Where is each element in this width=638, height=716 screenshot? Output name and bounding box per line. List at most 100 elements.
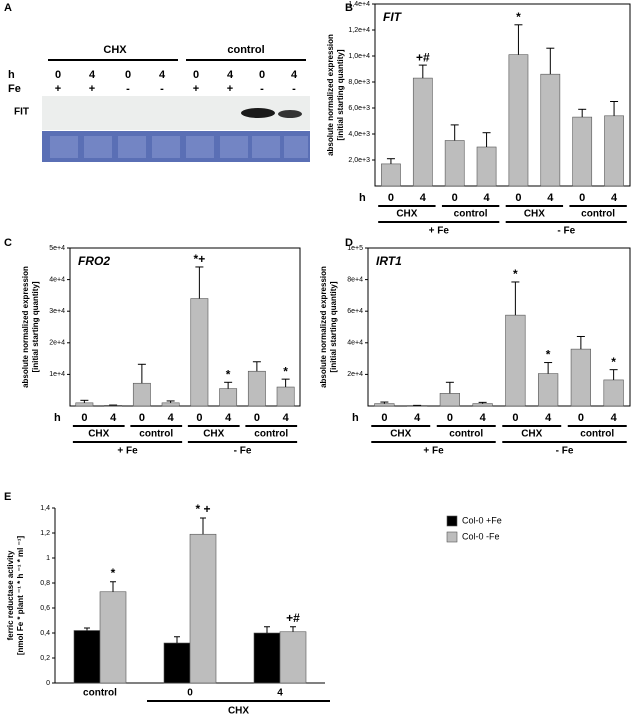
lane-hour: 0 [55, 69, 61, 81]
y-tick-label: 1,2e+4 [348, 27, 370, 34]
x-tick-label: 0 [512, 412, 518, 424]
lane-fe: + [193, 83, 199, 95]
treatment-label: CHX [396, 209, 417, 220]
x-tick-label: 4 [484, 192, 491, 204]
x-tick-label: 0 [578, 412, 584, 424]
treatment-label: control [449, 429, 483, 440]
y-axis-label: absolute normalized expression [319, 266, 328, 388]
treatment-label: CHX [390, 429, 411, 440]
plot-frame [367, 247, 631, 407]
bar [444, 140, 465, 187]
y-tick-label: 0,2 [40, 655, 50, 662]
lane-fe: + [55, 83, 61, 95]
annotation: +# [286, 611, 300, 625]
group-label: CHX [103, 44, 127, 56]
y-tick-label: 4e+4 [49, 276, 65, 283]
lane-hour: 4 [89, 69, 96, 81]
lane-fe: - [126, 83, 130, 95]
treatment-label: CHX [88, 429, 109, 440]
y-tick-label: 6,0e+3 [348, 105, 370, 112]
x-tick-label: 0 [254, 412, 260, 424]
lane-fe: - [260, 83, 264, 95]
x-tick-label: 0 [139, 412, 145, 424]
y-axis-label: [initial starting quantity] [31, 281, 40, 372]
band [278, 110, 302, 118]
panel-letter: B [345, 2, 353, 14]
bar [572, 116, 593, 187]
chart-title: FRO2 [78, 254, 110, 268]
lane-hour: 0 [125, 69, 131, 81]
x-tick-label: 4 [480, 412, 487, 424]
y-tick-label: 4,0e+3 [348, 131, 370, 138]
y-tick-label: 1e+5 [347, 245, 363, 252]
y-axis-label: [initial starting quantity] [336, 49, 345, 140]
y-tick-label: 8,0e+3 [348, 79, 370, 86]
y-tick-label: 0,6 [40, 605, 50, 612]
y-axis-label: [initial starting quantity] [329, 281, 338, 372]
lane-stain [84, 136, 112, 158]
x-tick-label: 0 [81, 412, 87, 424]
condition-label: - Fe [234, 446, 252, 457]
x-tick-label: 4 [283, 412, 290, 424]
x-tick-label: 0 [381, 412, 387, 424]
fe-label: Fe [8, 83, 21, 95]
annotation: * + [195, 502, 210, 516]
y-axis-label: ferric reductase activity [6, 550, 15, 640]
y-tick-label: 1e+4 [49, 371, 65, 378]
y-tick-label: 0 [46, 680, 50, 687]
x-tick-label: 4 [611, 192, 618, 204]
y-tick-label: 0,4 [40, 630, 50, 637]
y-tick-label: 6e+4 [347, 308, 363, 315]
y-tick-label: 1 [46, 555, 50, 562]
condition-label: - Fe [557, 226, 575, 237]
y-axis-label: [nmol Fe * plant ⁻¹ * h ⁻¹ * ml ⁻¹] [16, 536, 25, 656]
lane-hour: 0 [193, 69, 199, 81]
treatment-label: CHX [203, 429, 224, 440]
charts: B 2,0e+3 4,0e+3 6,0e+3 8,0e+3 1,0e+4 1,2e+4 1,4… [4, 1, 631, 716]
panel-letter: C [4, 237, 12, 249]
annotation: * [546, 348, 551, 362]
bar [189, 533, 217, 684]
x-tick-label: 0 [447, 412, 453, 424]
lane-hour: 4 [227, 69, 234, 81]
y-axis-label: absolute normalized expression [21, 266, 30, 388]
x-tick-label: 4 [277, 688, 283, 699]
plot-frame [69, 247, 301, 407]
x-tick-label: 4 [414, 412, 421, 424]
legend-label: Col-0 +Fe [462, 515, 502, 525]
chart-title: FIT [383, 10, 403, 24]
plot-frame [374, 3, 631, 187]
y-tick-label: 5e+4 [49, 245, 65, 252]
bar [253, 632, 281, 684]
bar [132, 382, 151, 407]
treatment-label: CHX [521, 429, 542, 440]
bar [219, 388, 238, 407]
annotation: * [513, 267, 518, 281]
annotation: *+ [194, 252, 206, 266]
lane-stain [186, 136, 214, 158]
y-tick-label: 2e+4 [49, 340, 65, 347]
x-tick-label: 0 [196, 412, 202, 424]
treatment-label: control [580, 429, 614, 440]
treatment-label: control [454, 209, 488, 220]
lane-fe: + [89, 83, 95, 95]
h-label: h [8, 69, 15, 81]
annotation: * [283, 364, 288, 378]
x-tick-label: 0 [187, 688, 193, 699]
treatment-label: control [254, 429, 288, 440]
x-tick-label: 4 [420, 192, 427, 204]
condition-label: + Fe [423, 446, 444, 457]
lane-labels: 0 +4 +0 - 4 - 0 +4 +0 - 4 - [55, 69, 298, 95]
gene-label: FIT [14, 107, 29, 118]
x-tick-label: control [83, 688, 117, 699]
lane-stain [284, 136, 308, 158]
bar [412, 77, 433, 187]
lane-stain [152, 136, 180, 158]
legend-label: Col-0 -Fe [462, 531, 500, 541]
x-tick-label: 4 [545, 412, 552, 424]
bar [508, 54, 529, 187]
annotation: * [111, 566, 116, 580]
y-axis-label: absolute normalized expression [326, 34, 335, 156]
bar [276, 386, 295, 407]
